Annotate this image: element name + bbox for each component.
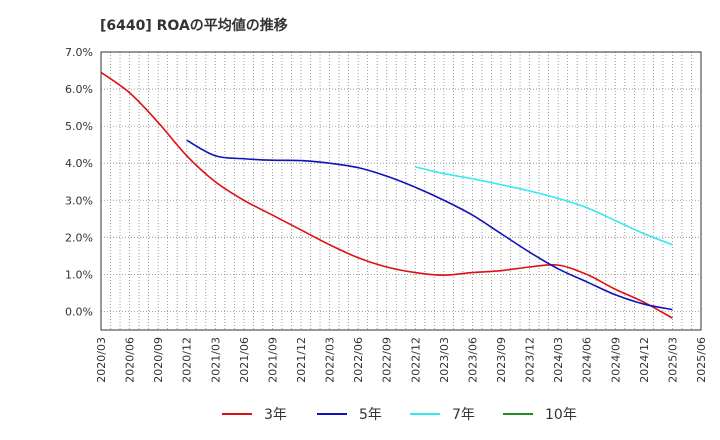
plot-area bbox=[101, 52, 701, 330]
series-line-3年 bbox=[100, 71, 673, 319]
series-line-7年 bbox=[415, 166, 673, 246]
plot-frame bbox=[100, 51, 702, 331]
x-tick-label: 2024/03 bbox=[552, 337, 565, 383]
x-tick-label: 2023/09 bbox=[495, 337, 508, 383]
x-tick-label: 2020/03 bbox=[95, 337, 108, 383]
chart-title: [6440] ROAの平均値の推移 bbox=[100, 17, 288, 34]
x-tick-label: 2022/06 bbox=[352, 337, 365, 383]
grid-lines bbox=[101, 51, 701, 330]
legend-label: 5年 bbox=[359, 407, 382, 423]
y-tick-label: 3.0% bbox=[65, 194, 93, 207]
legend-label: 3年 bbox=[264, 407, 287, 423]
legend-label: 7年 bbox=[452, 407, 475, 423]
x-tick-label: 2021/06 bbox=[238, 337, 251, 383]
x-tick-label: 2025/06 bbox=[695, 337, 708, 383]
legend-label: 10年 bbox=[545, 407, 577, 423]
y-tick-labels: 0.0% 1.0% 2.0% 3.0% 4.0% 5.0% 6.0% 7.0% bbox=[65, 46, 93, 318]
x-tick-label: 2023/12 bbox=[524, 337, 537, 383]
x-tick-label: 2022/03 bbox=[324, 337, 337, 383]
x-tick-label: 2023/03 bbox=[438, 337, 451, 383]
x-tick-label: 2024/06 bbox=[581, 337, 594, 383]
x-tick-label: 2020/06 bbox=[124, 337, 137, 383]
axes bbox=[100, 51, 702, 331]
x-tick-label: 2020/12 bbox=[181, 337, 194, 383]
y-tick-label: 6.0% bbox=[65, 83, 93, 96]
x-tick-label: 2024/12 bbox=[638, 337, 651, 383]
y-tick-label: 5.0% bbox=[65, 120, 93, 133]
y-tick-label: 0.0% bbox=[65, 305, 93, 318]
x-tick-labels: 2020/03 2020/06 2020/09 2020/12 2021/03 2021/… bbox=[95, 337, 708, 383]
y-tick-label: 1.0% bbox=[65, 268, 93, 281]
y-tick-label: 7.0% bbox=[65, 46, 93, 59]
series-line-5年 bbox=[186, 139, 673, 311]
x-tick-label: 2021/03 bbox=[209, 337, 222, 383]
x-tick-label: 2022/12 bbox=[409, 337, 422, 383]
y-tick-label: 2.0% bbox=[65, 231, 93, 244]
x-tick-label: 2020/09 bbox=[152, 337, 165, 383]
x-tick-label: 2024/09 bbox=[609, 337, 622, 383]
legend: 3年 5年 7年 10年 bbox=[222, 407, 577, 423]
x-tick-label: 2023/06 bbox=[466, 337, 479, 383]
x-tick-label: 2022/09 bbox=[381, 337, 394, 383]
x-tick-label: 2025/03 bbox=[666, 337, 679, 383]
x-tick-label: 2021/09 bbox=[266, 337, 279, 383]
y-tick-label: 4.0% bbox=[65, 157, 93, 170]
x-tick-label: 2021/12 bbox=[295, 337, 308, 383]
series-lines bbox=[100, 71, 673, 319]
